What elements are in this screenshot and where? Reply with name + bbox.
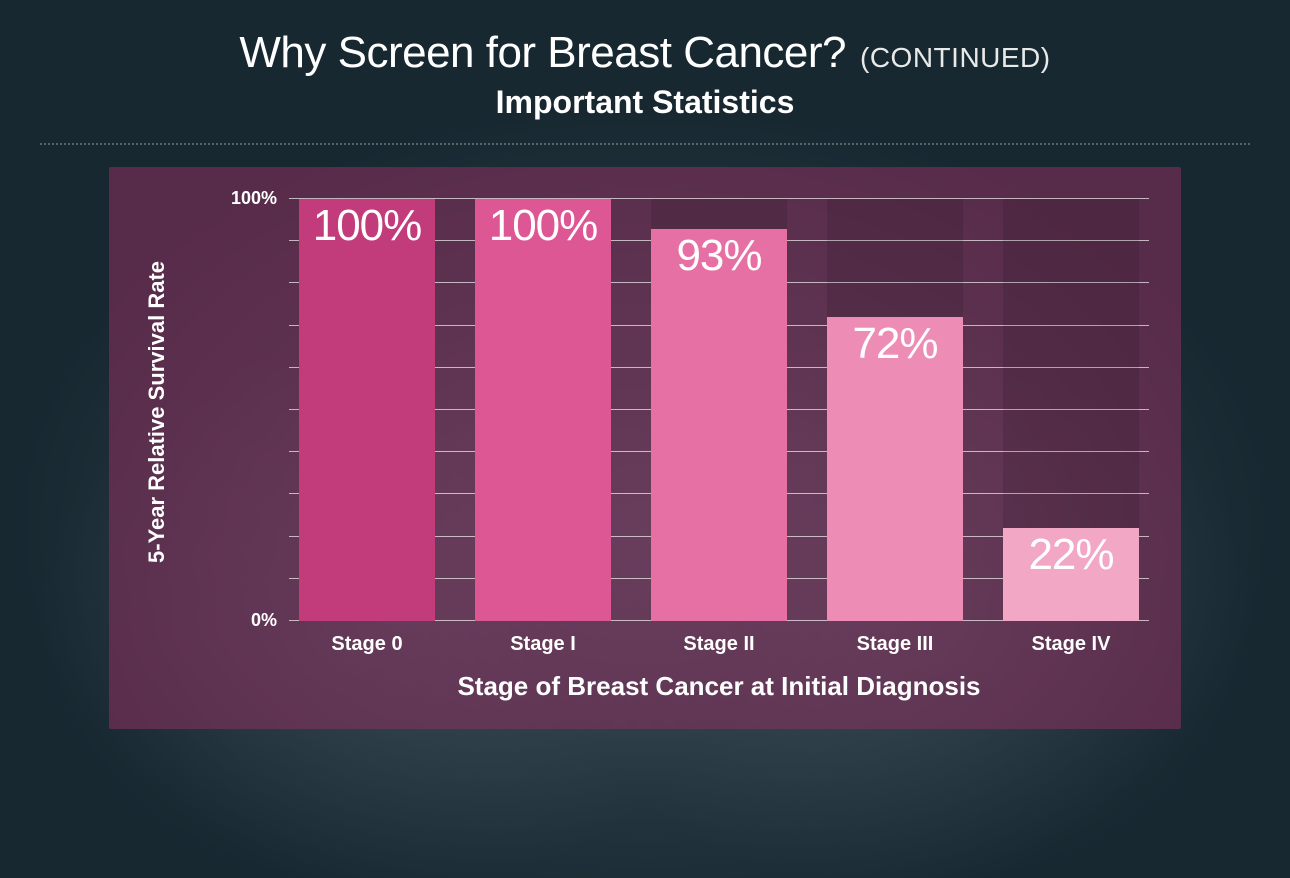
slide-page: Why Screen for Breast Cancer? (CONTINUED… bbox=[0, 0, 1290, 878]
bar-value-label: 93% bbox=[651, 231, 787, 281]
bar-slot: 22% bbox=[1003, 199, 1139, 621]
bar-slot: 100% bbox=[475, 199, 611, 621]
slide-continued-tag: (CONTINUED) bbox=[860, 42, 1051, 74]
plot-area: 100% 100% 93% 72% 22% bbox=[289, 199, 1149, 621]
y-axis-label: 5-Year Relative Survival Rate bbox=[144, 201, 170, 623]
chart-inner: 5-Year Relative Survival Rate 100% 100% 93… bbox=[109, 167, 1181, 729]
chart-panel: 5-Year Relative Survival Rate 100% 100% 93… bbox=[109, 167, 1181, 729]
bar-fill bbox=[651, 229, 787, 621]
x-axis-label: Stage of Breast Cancer at Initial Diagno… bbox=[289, 671, 1149, 702]
bar-slot: 93% bbox=[651, 199, 787, 621]
x-category-label: Stage 0 bbox=[299, 633, 435, 656]
slide-title: Why Screen for Breast Cancer? bbox=[239, 28, 846, 78]
bar-fill bbox=[475, 199, 611, 621]
x-category-label: Stage II bbox=[651, 633, 787, 656]
bar-value-label: 72% bbox=[827, 319, 963, 369]
x-category-label: Stage I bbox=[475, 633, 611, 656]
bar-slot: 72% bbox=[827, 199, 963, 621]
bar-value-label: 100% bbox=[475, 201, 611, 251]
x-category-label: Stage III bbox=[827, 633, 963, 656]
bars-container: 100% 100% 93% 72% 22% bbox=[289, 199, 1149, 621]
x-category-label: Stage IV bbox=[1003, 633, 1139, 656]
y-tick-label: 100% bbox=[109, 188, 277, 209]
y-tick-label: 0% bbox=[109, 610, 277, 631]
bar-slot: 100% bbox=[299, 199, 435, 621]
title-line: Why Screen for Breast Cancer? (CONTINUED… bbox=[239, 28, 1050, 78]
bar-value-label: 100% bbox=[299, 201, 435, 251]
dotted-divider bbox=[40, 143, 1250, 145]
bar-fill bbox=[299, 199, 435, 621]
slide-header: Why Screen for Breast Cancer? (CONTINUED… bbox=[0, 28, 1290, 121]
bar-value-label: 22% bbox=[1003, 530, 1139, 580]
slide-subtitle: Important Statistics bbox=[0, 84, 1290, 121]
